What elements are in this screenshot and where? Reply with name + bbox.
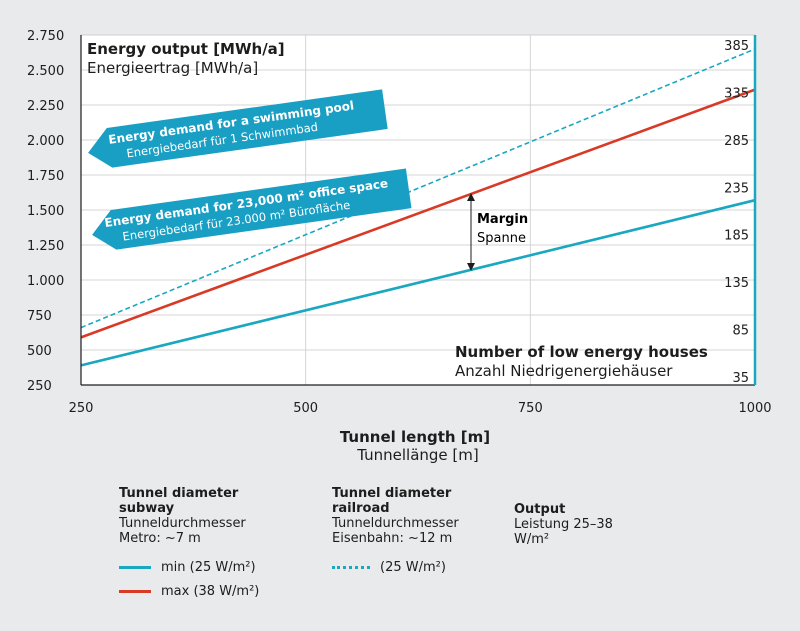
y-tick-label: 2.750 <box>27 29 64 44</box>
y2-tick-label: 185 <box>724 229 749 244</box>
legend-col1-head: Tunnel diameter subway <box>119 486 239 516</box>
x-tick-label: 500 <box>293 401 318 416</box>
x-tick-label: 1000 <box>738 401 771 416</box>
legend-col2-head: Tunnel diameter railroad <box>332 486 452 516</box>
legend-col3-head: Output <box>514 502 566 517</box>
series-line-min <box>80 198 756 367</box>
y2-tick-label: 135 <box>724 276 749 291</box>
y-tick-label: 1.750 <box>27 169 64 184</box>
y-tick-label: 1.000 <box>27 274 64 289</box>
x-tick-labels: 250 500 750 1000 <box>69 401 772 416</box>
y2-axis-title-de: Anzahl Niedrigenergiehäuser <box>455 362 673 380</box>
y-tick-label: 750 <box>27 309 52 324</box>
legend-col3-sub: Leistung 25–38 W/m² <box>514 517 613 547</box>
legend-swatch-dashed <box>332 566 370 569</box>
legend-swatch-min <box>119 566 151 569</box>
x-axis-title: Tunnel length [m] <box>340 428 490 446</box>
y2-tick-label: 335 <box>724 86 749 101</box>
series-line-dashed <box>80 48 756 329</box>
y2-axis-title: Number of low energy houses <box>455 343 708 361</box>
y2-tick-label: 35 <box>732 371 749 386</box>
banner-arrow-shape <box>92 168 412 250</box>
y-axis-title-de: Energieertrag [MWh/a] <box>87 59 258 77</box>
margin-label-de: Spanne <box>477 231 526 246</box>
banner-arrow-shape <box>88 89 388 168</box>
y2-tick-label: 385 <box>724 39 749 54</box>
legend-label-max: max (38 W/m²) <box>161 584 260 599</box>
y-tick-label: 2.500 <box>27 64 64 79</box>
legend-label-dashed: (25 W/m²) <box>380 560 446 575</box>
legend-col2: Tunnel diameter railroad Tunneldurchmess… <box>332 486 482 546</box>
series-layer <box>80 48 756 367</box>
y-tick-labels: 2.750 2.500 2.250 2.000 1.750 1.500 1.250 1.000… <box>27 29 64 394</box>
y-tick-label: 500 <box>27 344 52 359</box>
legend-item-dashed: (25 W/m²) <box>332 560 446 575</box>
legend-col1-sub: Tunneldurchmesser Metro: ~7 m <box>119 516 246 546</box>
y2-tick-label: 285 <box>724 134 749 149</box>
margin-annotation: Margin Spanne <box>467 193 528 271</box>
legend-swatch-max <box>119 590 151 593</box>
y2-tick-label: 235 <box>724 181 749 196</box>
legend-col2-sub: Tunneldurchmesser Eisenbahn: ~12 m <box>332 516 459 546</box>
x-axis-title-de: Tunnellänge [m] <box>356 446 479 464</box>
y-axis-title: Energy output [MWh/a] <box>87 40 285 58</box>
x-tick-label: 750 <box>518 401 543 416</box>
legend-col1: Tunnel diameter subway Tunneldurchmesser… <box>119 486 279 546</box>
y2-tick-label: 85 <box>732 324 749 339</box>
y-tick-label: 2.250 <box>27 99 64 114</box>
margin-arrow-head-bottom <box>467 263 475 271</box>
y2-tick-labels: 385 335 285 235 185 135 85 35 <box>724 39 749 386</box>
legend-item-min: min (25 W/m²) <box>119 560 256 575</box>
y-tick-label: 2.000 <box>27 134 64 149</box>
margin-arrow-head-top <box>467 193 475 201</box>
x-tick-label: 250 <box>69 401 94 416</box>
y-tick-label: 1.500 <box>27 204 64 219</box>
series-line-max <box>80 88 756 339</box>
y-tick-label: 250 <box>27 379 52 394</box>
y-tick-label: 1.250 <box>27 239 64 254</box>
legend-col3: Output Leistung 25–38 W/m² <box>514 502 614 547</box>
margin-label: Margin <box>477 212 528 227</box>
legend-item-max: max (38 W/m²) <box>119 584 259 599</box>
legend-label-min: min (25 W/m²) <box>161 560 256 575</box>
